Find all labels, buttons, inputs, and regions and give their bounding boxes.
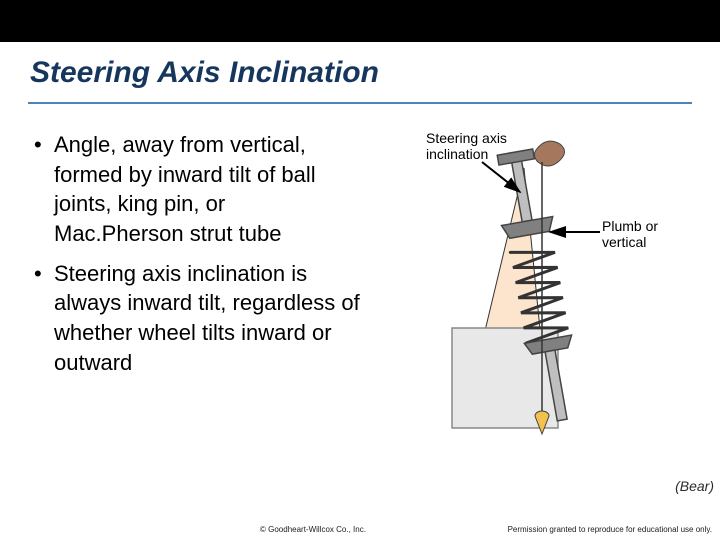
label-steering-axis-inclination: Steering axisinclination — [426, 130, 507, 162]
label-plumb-or-vertical: Plumb orvertical — [602, 218, 658, 250]
body-text: Angle, away from vertical, formed by inw… — [30, 130, 360, 388]
slide: { "title": "Steering Axis Inclination", … — [0, 0, 720, 540]
slide-title: Steering Axis Inclination — [30, 56, 379, 90]
top-black-bar — [0, 0, 720, 42]
copyright-text: © Goodheart-Willcox Co., Inc. — [260, 525, 366, 534]
bullet-list: Angle, away from vertical, formed by inw… — [30, 130, 360, 378]
bullet-item: Steering axis inclination is always inwa… — [30, 259, 360, 378]
diagram: Steering axisinclination Plumb orvertica… — [370, 130, 710, 460]
title-underline — [28, 102, 692, 104]
bullet-item: Angle, away from vertical, formed by inw… — [30, 130, 360, 249]
figure-credit: (Bear) — [675, 478, 714, 494]
diagram-svg — [370, 130, 710, 460]
permission-text: Permission granted to reproduce for educ… — [508, 525, 712, 534]
